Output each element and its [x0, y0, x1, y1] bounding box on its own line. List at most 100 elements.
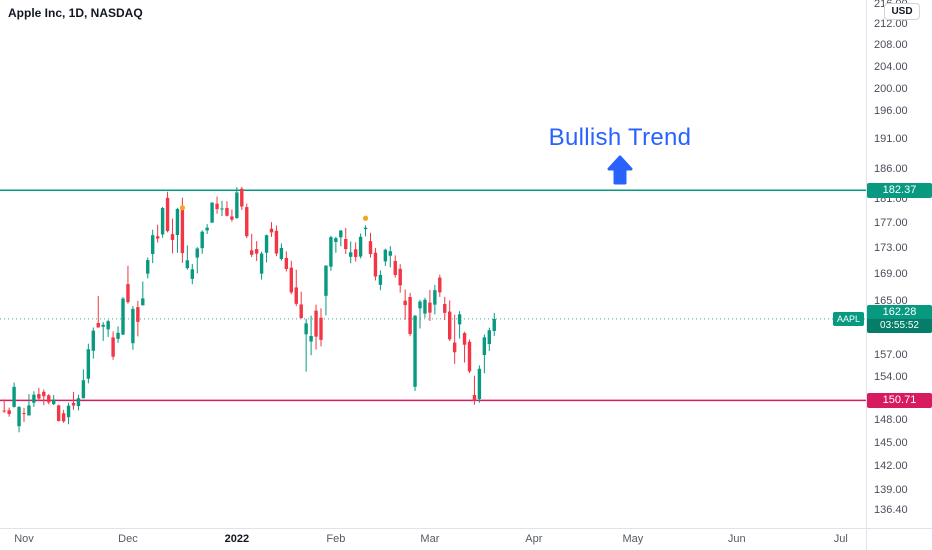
candle: [195, 247, 199, 274]
price-tick: 191.00: [874, 133, 908, 146]
chart-pane: Apple Inc, 1D, NASDAQ Bullish Trend AAPL: [0, 0, 866, 528]
price-tick: 148.00: [874, 414, 908, 427]
candle: [61, 409, 66, 423]
candle: [403, 289, 407, 320]
candle: [250, 233, 254, 258]
time-tick: Nov: [14, 533, 34, 545]
price-tick: 169.00: [874, 268, 908, 281]
candle: [477, 365, 482, 403]
support-price-label: 150.71: [867, 392, 932, 408]
up-arrow-icon[interactable]: [607, 155, 633, 185]
candle: [66, 402, 71, 425]
price-tick: 212.00: [874, 18, 908, 31]
candle: [2, 399, 6, 413]
highlight-dot[interactable]: [179, 205, 185, 211]
price-tick: 142.00: [874, 459, 908, 472]
candle: [101, 322, 105, 341]
candle: [37, 387, 41, 401]
price-tick: 157.00: [874, 349, 908, 362]
candle: [467, 339, 472, 374]
candle: [349, 241, 353, 264]
candle: [368, 232, 373, 258]
time-tick: 2022: [224, 533, 250, 545]
time-axis[interactable]: Nov Dec 2022 Feb Mar Apr May Jun Jul: [0, 528, 866, 550]
candle: [284, 251, 289, 272]
price-tick: 208.00: [874, 39, 908, 52]
candle: [91, 327, 95, 359]
price-tick: 200.00: [874, 82, 908, 95]
currency-toggle-button[interactable]: USD: [884, 3, 920, 20]
candle: [294, 269, 298, 307]
price-tick: 165.00: [874, 294, 908, 307]
time-tick: Apr: [525, 533, 543, 545]
candle: [393, 255, 397, 278]
candle: [47, 394, 51, 405]
candle: [304, 318, 308, 372]
candle: [151, 229, 155, 264]
candle: [428, 289, 432, 321]
price-axis[interactable]: 216.00212.00208.00204.00200.00196.00191.…: [866, 0, 932, 528]
trend-annotation[interactable]: Bullish Trend: [515, 124, 725, 185]
candle: [52, 395, 56, 406]
candle: [76, 394, 81, 411]
candle: [457, 311, 462, 339]
candle: [353, 242, 358, 262]
candle: [230, 209, 234, 222]
candle: [408, 292, 412, 337]
candle: [155, 224, 160, 243]
symbol-legend[interactable]: Apple Inc, 1D, NASDAQ: [8, 6, 143, 20]
price-tick: 154.00: [874, 370, 908, 383]
candle: [334, 236, 338, 253]
candle: [472, 375, 477, 405]
candle: [131, 305, 135, 350]
candle: [383, 248, 388, 267]
candle: [111, 331, 115, 360]
candle: [418, 299, 422, 329]
candle: [235, 187, 239, 219]
candle: [215, 196, 219, 214]
candle: [482, 334, 487, 374]
time-tick: Jun: [727, 533, 746, 545]
candle: [269, 222, 274, 237]
time-tick: May: [622, 533, 644, 545]
candle: [205, 224, 209, 235]
resistance-price-label: 182.37: [867, 182, 932, 198]
time-tick: Dec: [118, 533, 138, 545]
candle: [200, 230, 204, 254]
candle: [309, 315, 313, 356]
candle: [433, 284, 437, 315]
candle: [141, 281, 145, 306]
candle: [116, 326, 120, 343]
candle: [185, 245, 190, 270]
candlestick-chart[interactable]: [0, 0, 866, 528]
candle: [324, 265, 328, 316]
candle: [210, 202, 214, 223]
candle: [225, 201, 229, 217]
candle: [438, 274, 442, 297]
time-tick: Jul: [833, 533, 848, 545]
candle: [289, 260, 293, 295]
candle: [81, 369, 86, 399]
symbol-title: Apple Inc, 1D, NASDAQ: [8, 6, 143, 20]
candle: [126, 265, 130, 304]
price-tick: 177.00: [874, 217, 908, 230]
candle: [492, 312, 496, 337]
candle: [443, 296, 447, 321]
price-tick: 173.00: [874, 242, 908, 255]
candle: [388, 246, 392, 268]
candle: [264, 234, 269, 263]
time-tick: Mar: [420, 533, 440, 545]
candle: [175, 207, 180, 253]
bar-countdown: 03:55:52: [867, 318, 932, 333]
candle: [170, 218, 175, 254]
candle: [462, 331, 467, 363]
highlight-dot[interactable]: [362, 215, 369, 221]
price-tick: 136.40: [874, 504, 908, 517]
candle: [56, 404, 61, 422]
candle: [121, 297, 125, 336]
candle: [42, 389, 46, 406]
candle: [136, 300, 140, 337]
candle: [487, 327, 491, 351]
candle: [240, 186, 244, 211]
